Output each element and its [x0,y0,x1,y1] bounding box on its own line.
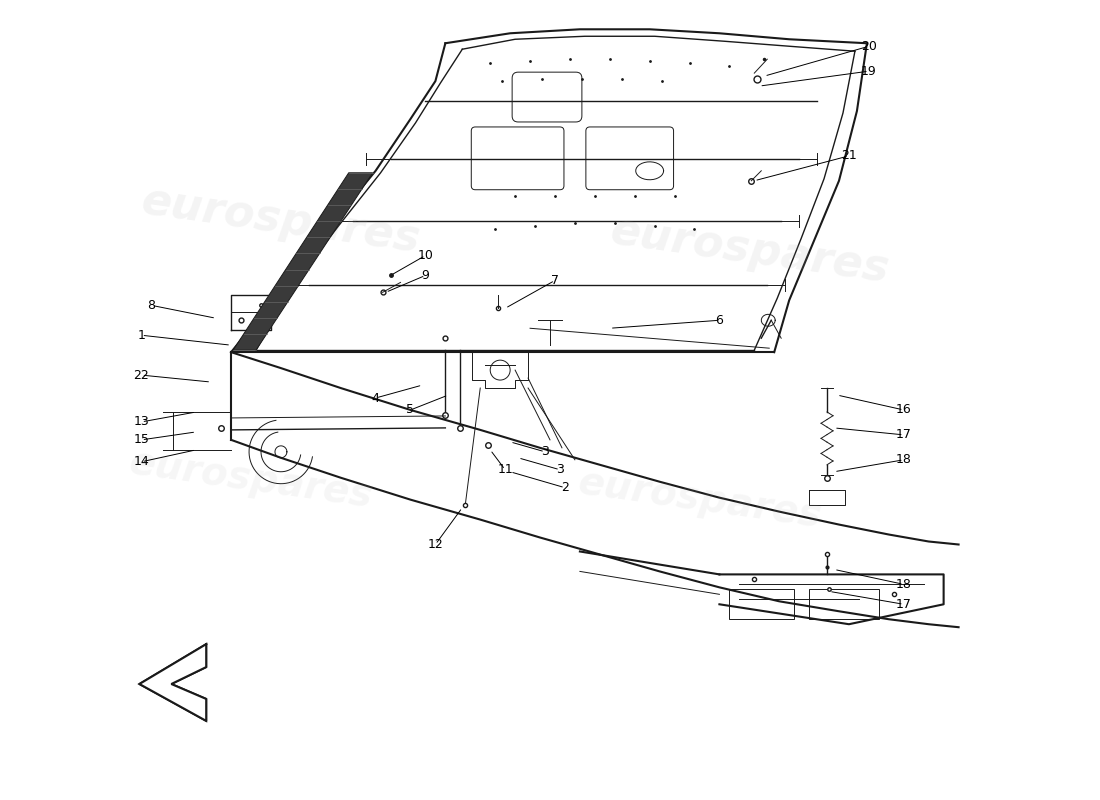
Text: 16: 16 [895,403,912,417]
Text: 3: 3 [541,446,549,458]
Text: 17: 17 [895,598,912,610]
Text: 20: 20 [861,40,877,53]
FancyBboxPatch shape [586,127,673,190]
Bar [810,590,879,619]
Text: 6: 6 [715,314,724,326]
Text: 18: 18 [895,578,912,591]
Bar [729,590,794,619]
FancyBboxPatch shape [513,72,582,122]
FancyBboxPatch shape [471,127,564,190]
Polygon shape [140,644,206,721]
Text: 9: 9 [421,269,429,282]
Text: 18: 18 [895,454,912,466]
Text: 3: 3 [556,463,564,476]
Text: eurospares: eurospares [575,464,824,535]
Polygon shape [233,173,373,350]
Text: 1: 1 [138,329,145,342]
Text: 21: 21 [842,150,857,162]
Text: 8: 8 [147,299,155,312]
Text: 15: 15 [133,434,150,446]
Text: 5: 5 [407,403,415,417]
Text: eurospares: eurospares [126,444,375,516]
Text: 14: 14 [133,455,150,468]
Text: 12: 12 [428,538,443,551]
Text: 11: 11 [497,463,513,476]
Text: eurospares: eurospares [607,210,892,291]
Text: 4: 4 [372,391,379,405]
Text: 10: 10 [418,249,433,262]
Text: 19: 19 [861,65,877,78]
Text: 22: 22 [133,369,150,382]
Text: 13: 13 [133,415,150,429]
Text: 17: 17 [895,428,912,442]
Text: 7: 7 [551,274,559,287]
Text: 2: 2 [561,481,569,494]
Text: eurospares: eurospares [139,180,424,262]
